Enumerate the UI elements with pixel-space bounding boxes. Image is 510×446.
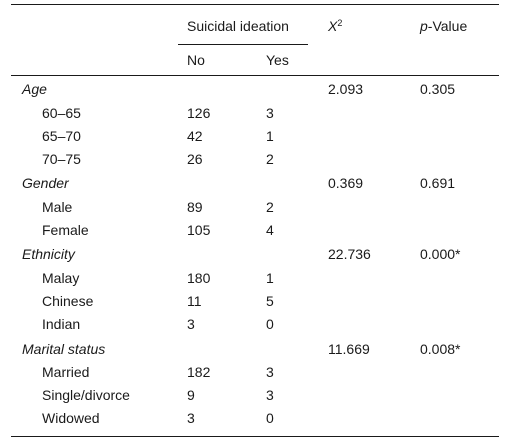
p-value-age: 0.305 [420, 81, 456, 97]
group-header-underline [178, 44, 308, 45]
row-label: 70–75 [42, 151, 81, 167]
p-value-header: p-Value [420, 18, 467, 34]
no-column-header: No [187, 52, 205, 68]
yes-column-header: Yes [266, 52, 289, 68]
row-label: Married [42, 364, 90, 380]
row-yes-count: 2 [266, 151, 274, 167]
chi-value-age: 2.093 [328, 81, 364, 97]
row-yes-count: 1 [266, 270, 274, 286]
group-label-marital-status: Marital status [22, 341, 106, 357]
row-no-count: 9 [187, 387, 195, 403]
row-yes-count: 4 [266, 222, 274, 238]
row-no-count: 3 [187, 316, 195, 332]
row-label: Single/divorce [42, 387, 130, 403]
p-symbol: p [420, 18, 428, 34]
group-label-ethnicity: Ethnicity [22, 246, 75, 262]
row-label: Male [42, 199, 73, 215]
chi-value-ethnicity: 22.736 [328, 246, 371, 262]
chi-symbol: X [328, 18, 338, 34]
p-value-suffix: -Value [427, 18, 468, 34]
row-no-count: 42 [187, 128, 203, 144]
p-value-ethnicity: 0.000* [420, 246, 461, 262]
table-bottom-rule [11, 436, 499, 437]
row-no-count: 89 [187, 199, 203, 215]
row-label: 60–65 [42, 105, 81, 121]
p-value-gender: 0.691 [420, 175, 456, 191]
row-no-count: 180 [187, 270, 211, 286]
chi-square-header: X2 [328, 18, 342, 34]
table-top-rule [11, 4, 499, 5]
chi-value-marital-status: 11.669 [328, 341, 370, 357]
row-yes-count: 3 [266, 387, 274, 403]
row-yes-count: 0 [266, 316, 274, 332]
row-no-count: 3 [187, 410, 195, 426]
row-yes-count: 3 [266, 105, 274, 121]
row-yes-count: 2 [266, 199, 274, 215]
row-yes-count: 1 [266, 128, 274, 144]
row-label: 65–70 [42, 128, 81, 144]
group-label-age: Age [22, 81, 47, 97]
row-yes-count: 0 [266, 410, 274, 426]
chi-value-gender: 0.369 [328, 175, 364, 191]
row-yes-count: 3 [266, 364, 274, 380]
group-label-gender: Gender [22, 175, 69, 191]
chi-superscript: 2 [337, 18, 343, 28]
row-no-count: 126 [187, 105, 211, 121]
row-label: Chinese [42, 293, 94, 309]
row-label: Widowed [42, 410, 100, 426]
row-no-count: 182 [187, 364, 211, 380]
row-no-count: 105 [187, 222, 211, 238]
p-value-marital-status: 0.008* [420, 341, 461, 357]
row-no-count: 26 [187, 151, 203, 167]
row-label: Indian [42, 316, 81, 332]
row-no-count: 11 [187, 293, 202, 309]
row-label: Malay [42, 270, 80, 286]
row-yes-count: 5 [266, 293, 274, 309]
suicidal-ideation-header: Suicidal ideation [187, 18, 289, 34]
row-label: Female [42, 222, 89, 238]
header-bottom-rule [11, 75, 499, 76]
